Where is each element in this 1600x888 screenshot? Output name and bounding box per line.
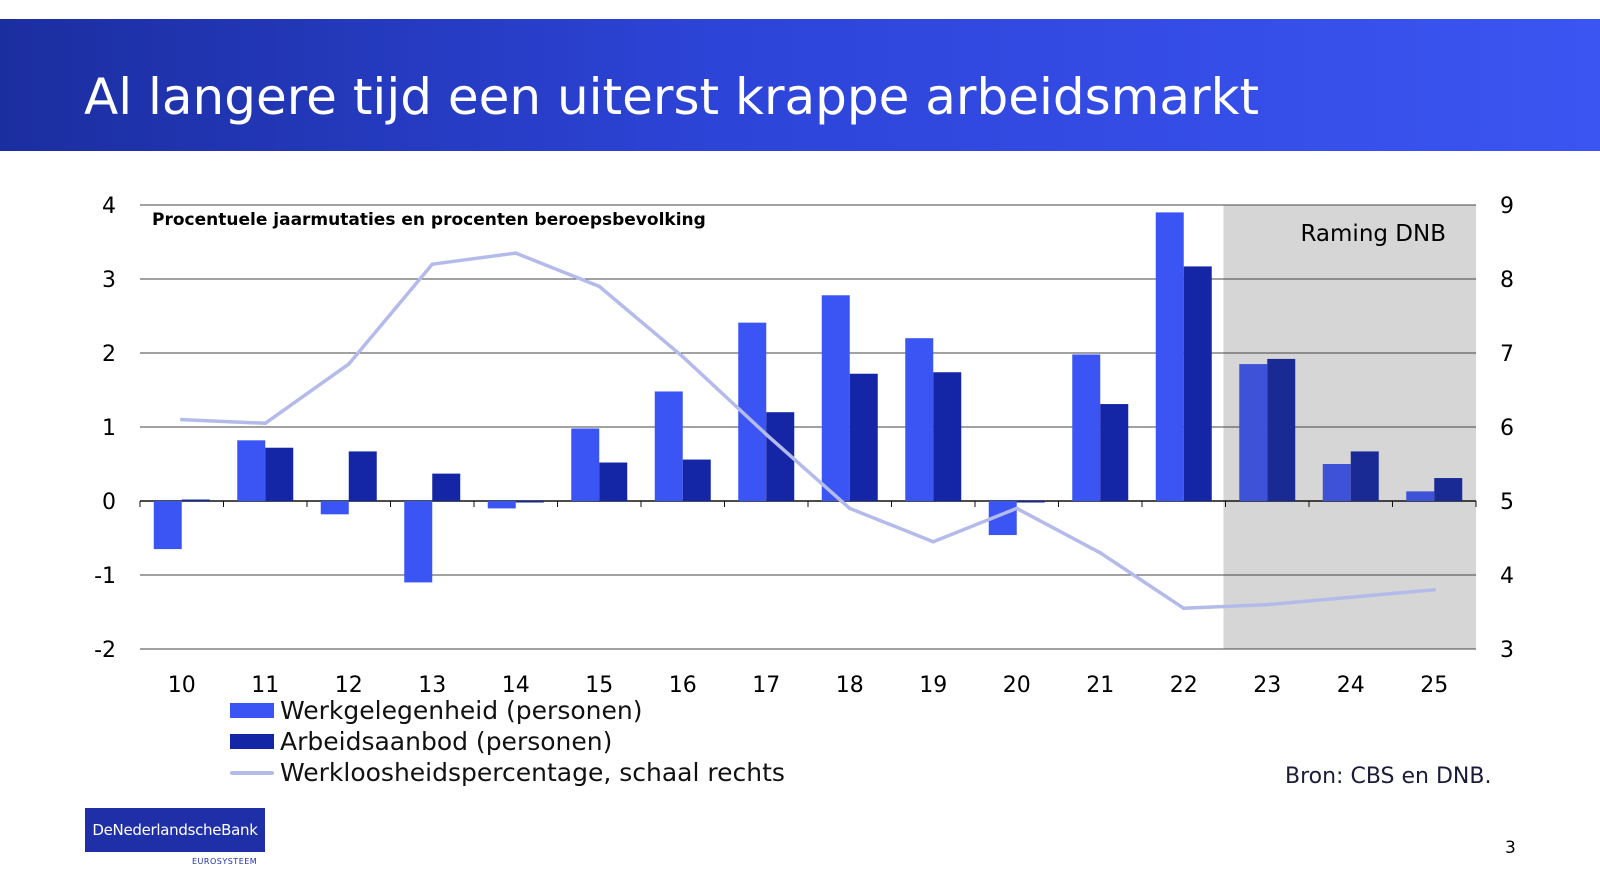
logo-name: DeNederlandscheBank [92,821,258,839]
x-tick-label: 22 [1170,673,1198,698]
bar-arbeidsaanbod [265,447,294,501]
bar-werkgelegenheid [571,428,600,501]
point-werkloosheid [346,362,351,366]
bar-arbeidsaanbod [1100,404,1129,501]
y-right-tick-label: 3 [1500,638,1514,663]
legend-item-werkloosheid: Werkloosheidspercentage, schaal rechts [230,757,785,788]
legend-swatch-werkgelegenheid [230,703,274,718]
point-werkloosheid [931,539,936,544]
bar-werkgelegenheid [905,338,934,501]
point-werkloosheid [764,432,769,437]
x-tick-label: 18 [836,673,864,698]
point-werkloosheid [680,354,685,359]
bar-werkgelegenheid [654,391,683,501]
point-werkloosheid [1432,588,1437,592]
bar-arbeidsaanbod [432,473,461,501]
bar-arbeidsaanbod [1267,358,1296,501]
x-tick-label: 19 [919,673,947,698]
y-left-tick-label: 0 [102,490,116,515]
line-werkloosheid [181,251,1435,611]
title-bar [0,19,1600,151]
x-tick-label: 14 [502,673,530,698]
y-right-tick-label: 6 [1500,416,1514,441]
forecast-label: Raming DNB [1300,221,1446,247]
bar-werkgelegenheid [153,501,182,550]
bar-werkgelegenheid [487,501,516,509]
x-tick-label: 21 [1086,673,1114,698]
x-tick-label: 12 [335,673,363,698]
x-tick-label: 25 [1420,673,1448,698]
point-werkloosheid [597,284,602,289]
bar-werkgelegenheid [1239,364,1268,501]
bar-werkgelegenheid [404,501,433,583]
y-left-tick-label: 3 [102,268,116,293]
bar-arbeidsaanbod [1016,501,1045,503]
bar-werkgelegenheid [821,295,850,501]
bar-arbeidsaanbod [181,499,210,502]
page-title: Al langere tijd een uiterst krappe arbei… [84,68,1260,126]
bar-werkgelegenheid [1072,354,1101,501]
legend: Werkgelegenheid (personen) Arbeidsaanbod… [230,695,785,788]
y-left-tick-label: -2 [94,638,116,663]
x-tick-label: 17 [752,673,780,698]
dnb-logo: DeNederlandscheBank [85,808,265,852]
logo-subtext: EUROSYSTEEM [192,857,258,866]
point-werkloosheid [179,417,184,422]
bar-arbeidsaanbod [933,372,962,501]
source-note: Bron: CBS en DNB. [1285,764,1492,789]
point-werkloosheid [513,251,518,255]
point-werkloosheid [1098,551,1103,555]
point-werkloosheid [1265,602,1270,607]
bar-arbeidsaanbod [348,451,377,501]
legend-label-werkloosheid: Werkloosheidspercentage, schaal rechts [280,758,785,787]
bar-arbeidsaanbod [1350,451,1379,501]
y-right-tick-label: 7 [1500,342,1514,367]
y-left-tick-label: 2 [102,342,116,367]
chart-subtitle: Procentuele jaarmutaties en procenten be… [152,210,706,230]
point-werkloosheid [1348,595,1353,599]
point-werkloosheid [263,421,268,426]
y-right-tick-label: 5 [1500,490,1514,515]
bar-arbeidsaanbod [599,462,628,501]
bar-werkgelegenheid [1322,464,1351,501]
page-number: 3 [1505,838,1516,858]
y-right-tick-label: 4 [1500,564,1514,589]
x-tick-label: 16 [669,673,697,698]
x-tick-label: 10 [168,673,196,698]
bar-werkgelegenheid [1406,491,1435,501]
bar-arbeidsaanbod [515,501,544,503]
bar-arbeidsaanbod [1434,478,1463,501]
bar-arbeidsaanbod [849,373,878,501]
legend-item-arbeidsaanbod: Arbeidsaanbod (personen) [230,726,785,757]
y-left-tick-label: 4 [102,194,116,219]
point-werkloosheid [430,262,435,267]
legend-swatch-werkloosheid [230,770,274,775]
bar-werkgelegenheid [237,440,266,501]
x-tick-label: 20 [1003,673,1031,698]
y-right-tick-label: 8 [1500,268,1514,293]
x-tick-label: 15 [585,673,613,698]
legend-label-arbeidsaanbod: Arbeidsaanbod (personen) [280,727,613,756]
y-right-tick-label: 9 [1500,194,1514,219]
legend-swatch-arbeidsaanbod [230,734,274,749]
legend-item-werkgelegenheid: Werkgelegenheid (personen) [230,695,785,726]
bar-arbeidsaanbod [682,459,711,501]
bar-werkgelegenheid [1155,212,1184,501]
legend-label-werkgelegenheid: Werkgelegenheid (personen) [280,696,643,725]
x-tick-label: 23 [1253,673,1281,698]
bar-arbeidsaanbod [1183,266,1212,501]
bar-werkgelegenheid [320,501,349,515]
y-left-tick-label: 1 [102,416,116,441]
x-tick-label: 24 [1337,673,1365,698]
x-tick-label: 13 [418,673,446,698]
point-werkloosheid [847,506,852,511]
y-left-tick-label: -1 [94,564,116,589]
point-werkloosheid [1181,606,1186,611]
point-werkloosheid [1014,506,1019,511]
x-tick-label: 11 [251,673,279,698]
